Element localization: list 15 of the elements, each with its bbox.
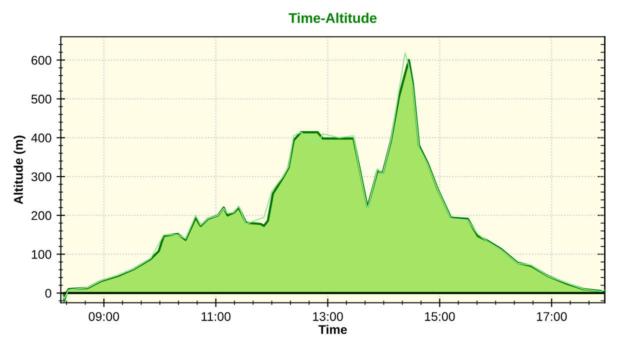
x-tick-label: 17:00	[536, 312, 567, 321]
y-tick-label: 200	[32, 211, 52, 220]
x-tick-label: 13:00	[313, 312, 343, 321]
y-tick-label: 300	[31, 172, 52, 182]
x-tick-label: 15:00	[425, 312, 455, 321]
y-tick-label: 500	[31, 94, 52, 104]
y-tick-label: 0	[45, 288, 52, 298]
chart-title: Time-Altitude	[288, 12, 377, 23]
x-tick-label: 11:00	[202, 312, 231, 321]
y-tick-label: 100	[32, 250, 52, 259]
y-axis-title: Altitude (m)	[14, 136, 26, 204]
y-tick-label: 600	[32, 56, 52, 65]
y-tick-label: 400	[31, 134, 52, 142]
x-tick-label: 09:00	[88, 312, 120, 321]
x-axis-title: Time	[318, 324, 347, 334]
